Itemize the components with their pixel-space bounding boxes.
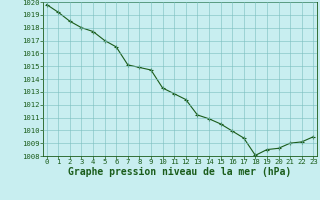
- X-axis label: Graphe pression niveau de la mer (hPa): Graphe pression niveau de la mer (hPa): [68, 167, 292, 177]
